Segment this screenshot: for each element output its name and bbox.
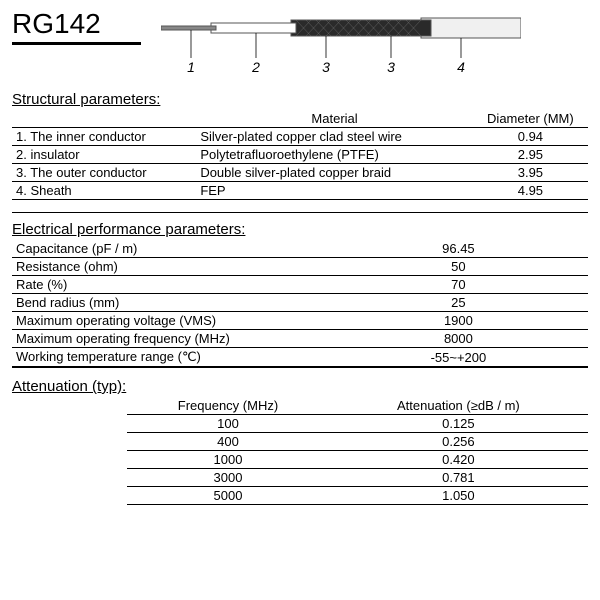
table-row: 1000.125	[12, 415, 588, 433]
col-frequency: Frequency (MHz)	[127, 397, 329, 415]
diagram-label-3a: 3	[322, 59, 330, 75]
elec-param: Bend radius (mm)	[12, 294, 329, 312]
struct-label: 3. The outer conductor	[12, 164, 196, 182]
diagram-label-4: 4	[457, 59, 465, 75]
elec-value: 1900	[329, 312, 588, 330]
elec-value: 50	[329, 258, 588, 276]
atten-freq: 1000	[127, 451, 329, 469]
electrical-heading: Electrical performance parameters:	[12, 221, 588, 238]
attenuation-heading: Attenuation (typ):	[12, 378, 588, 395]
attenuation-table: Frequency (MHz) Attenuation (≥dB / m) 10…	[12, 397, 588, 505]
table-row: Rate (%)70	[12, 276, 588, 294]
table-row: 50001.050	[12, 487, 588, 505]
elec-param: Resistance (ohm)	[12, 258, 329, 276]
struct-material: Silver-plated copper clad steel wire	[196, 128, 472, 146]
struct-diameter: 3.95	[473, 164, 588, 182]
table-row: 30000.781	[12, 469, 588, 487]
table-row: 2. insulatorPolytetrafluoroethylene (PTF…	[12, 146, 588, 164]
table-row: Maximum operating voltage (VMS)1900	[12, 312, 588, 330]
table-row: Working temperature range (℃)-55~+200	[12, 348, 588, 367]
elec-value: 8000	[329, 330, 588, 348]
struct-material: FEP	[196, 182, 472, 200]
table-row: 10000.420	[12, 451, 588, 469]
product-title: RG142	[12, 8, 141, 45]
struct-label: 4. Sheath	[12, 182, 196, 200]
col-material: Material	[196, 110, 472, 128]
table-row: 4. SheathFEP4.95	[12, 182, 588, 200]
elec-param: Capacitance (pF / m)	[12, 240, 329, 258]
struct-material: Polytetrafluoroethylene (PTFE)	[196, 146, 472, 164]
atten-value: 0.256	[329, 433, 588, 451]
diagram-label-2: 2	[251, 59, 260, 75]
struct-diameter: 0.94	[473, 128, 588, 146]
atten-value: 0.781	[329, 469, 588, 487]
table-row: Maximum operating frequency (MHz)8000	[12, 330, 588, 348]
elec-param: Maximum operating voltage (VMS)	[12, 312, 329, 330]
elec-value: 70	[329, 276, 588, 294]
struct-label: 1. The inner conductor	[12, 128, 196, 146]
table-row: 4000.256	[12, 433, 588, 451]
struct-material: Double silver-plated copper braid	[196, 164, 472, 182]
elec-value: -55~+200	[329, 348, 588, 367]
elec-value: 96.45	[329, 240, 588, 258]
atten-freq: 5000	[127, 487, 329, 505]
elec-param: Maximum operating frequency (MHz)	[12, 330, 329, 348]
elec-param: Rate (%)	[12, 276, 329, 294]
atten-freq: 100	[127, 415, 329, 433]
col-diameter: Diameter (MM)	[473, 110, 588, 128]
table-row: Capacitance (pF / m)96.45	[12, 240, 588, 258]
atten-freq: 400	[127, 433, 329, 451]
struct-diameter: 2.95	[473, 146, 588, 164]
elec-value: 25	[329, 294, 588, 312]
structural-heading: Structural parameters:	[12, 91, 588, 108]
atten-value: 1.050	[329, 487, 588, 505]
table-row: Bend radius (mm)25	[12, 294, 588, 312]
diagram-label-3b: 3	[387, 59, 395, 75]
struct-diameter: 4.95	[473, 182, 588, 200]
struct-label: 2. insulator	[12, 146, 196, 164]
col-attenuation: Attenuation (≥dB / m)	[329, 397, 588, 415]
atten-value: 0.125	[329, 415, 588, 433]
atten-value: 0.420	[329, 451, 588, 469]
elec-param: Working temperature range (℃)	[12, 348, 329, 367]
table-row: 3. The outer conductorDouble silver-plat…	[12, 164, 588, 182]
table-row: 1. The inner conductorSilver-plated copp…	[12, 128, 588, 146]
cable-diagram: 1 2 3 3 4	[161, 8, 588, 81]
table-row: Resistance (ohm)50	[12, 258, 588, 276]
diagram-label-1: 1	[187, 59, 195, 75]
atten-freq: 3000	[127, 469, 329, 487]
structural-table: Material Diameter (MM) 1. The inner cond…	[12, 110, 588, 200]
electrical-table: Capacitance (pF / m)96.45Resistance (ohm…	[12, 240, 588, 367]
